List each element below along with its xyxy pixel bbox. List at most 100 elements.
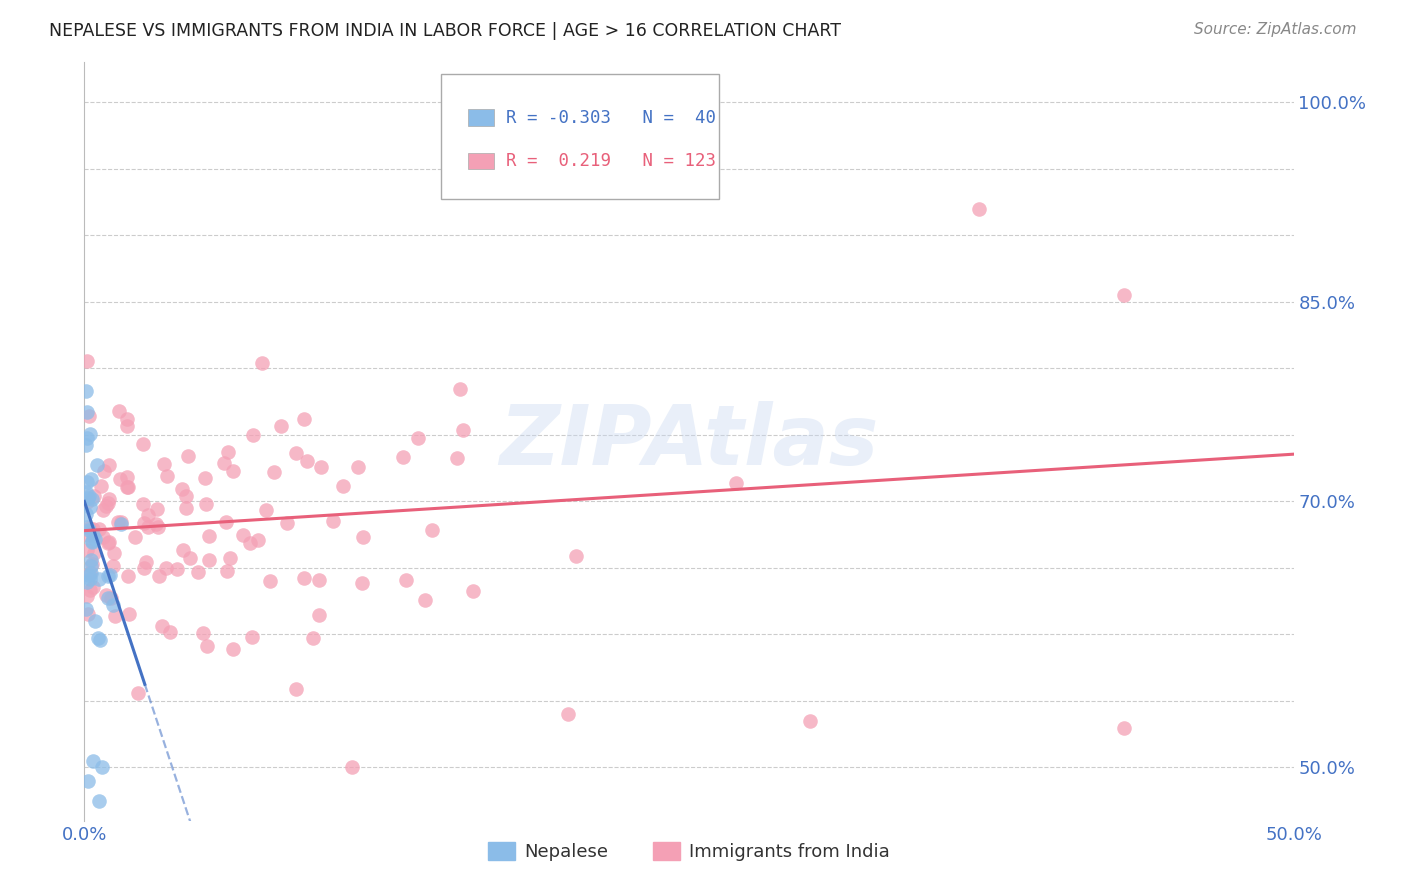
Point: [84, 532, 107, 546]
Point: [557, 707, 579, 722]
Point: [309, 460, 332, 475]
Point: [115, 412, 138, 426]
Point: [98, 567, 121, 582]
Point: [177, 450, 200, 464]
Point: [463, 584, 485, 599]
Point: [198, 529, 221, 543]
Point: [725, 475, 748, 490]
Point: [218, 550, 240, 565]
Point: [89, 522, 111, 536]
Point: [98, 535, 121, 549]
Point: [117, 480, 139, 494]
Point: [110, 516, 132, 531]
Point: [101, 558, 124, 573]
Point: [1114, 288, 1136, 302]
Point: [77, 489, 100, 503]
Point: [103, 598, 125, 612]
Text: ZIPAtlas: ZIPAtlas: [499, 401, 879, 482]
Point: [285, 445, 308, 459]
Point: [107, 515, 129, 529]
Point: [308, 574, 330, 588]
Point: [77, 523, 100, 537]
Point: [76, 495, 98, 509]
Point: [406, 431, 429, 445]
Point: [132, 516, 155, 530]
Point: [232, 528, 254, 542]
Point: [332, 479, 354, 493]
Point: [94, 588, 117, 602]
Point: [198, 552, 221, 566]
Point: [75, 602, 97, 616]
Text: R =  0.219   N = 123: R = 0.219 N = 123: [506, 152, 716, 170]
Point: [340, 760, 363, 774]
Point: [276, 516, 298, 530]
Point: [967, 202, 990, 216]
Point: [166, 561, 188, 575]
Point: [1114, 721, 1136, 735]
Point: [124, 530, 146, 544]
Point: [110, 515, 132, 529]
Point: [75, 507, 97, 521]
Point: [80, 559, 103, 574]
Legend: Nepalese, Immigrants from India: Nepalese, Immigrants from India: [481, 835, 897, 869]
Point: [76, 542, 98, 557]
Point: [194, 471, 217, 485]
Point: [76, 431, 98, 445]
Point: [215, 516, 238, 530]
Point: [89, 633, 111, 648]
Point: [246, 533, 269, 547]
Point: [84, 614, 107, 628]
Point: [174, 501, 197, 516]
Point: [174, 489, 197, 503]
Point: [97, 591, 120, 606]
Point: [135, 555, 157, 569]
Point: [239, 535, 262, 549]
Point: [451, 423, 474, 437]
Point: [395, 574, 418, 588]
Point: [75, 438, 97, 452]
Point: [79, 582, 101, 597]
Point: [217, 564, 239, 578]
Text: Source: ZipAtlas.com: Source: ZipAtlas.com: [1194, 22, 1357, 37]
Point: [80, 472, 103, 486]
Point: [80, 558, 103, 572]
Point: [77, 568, 100, 582]
Point: [446, 450, 468, 465]
Point: [80, 492, 103, 507]
Point: [352, 530, 374, 544]
Text: R = -0.303   N =  40: R = -0.303 N = 40: [506, 109, 716, 127]
Point: [108, 472, 131, 486]
Point: [77, 521, 100, 535]
Point: [94, 500, 117, 514]
Point: [270, 418, 292, 433]
Point: [145, 516, 167, 531]
Point: [103, 546, 125, 560]
Point: [197, 639, 219, 653]
Point: [222, 641, 245, 656]
Point: [87, 632, 110, 646]
Point: [77, 409, 100, 423]
Bar: [468, 153, 495, 169]
Point: [132, 561, 155, 575]
Point: [83, 489, 105, 503]
Point: [155, 561, 177, 575]
Point: [117, 480, 139, 494]
Point: [79, 566, 101, 581]
Point: [117, 469, 139, 483]
Point: [420, 523, 443, 537]
Point: [77, 773, 100, 788]
Point: [187, 566, 209, 580]
Point: [392, 450, 415, 464]
Point: [217, 445, 239, 459]
Point: [76, 475, 98, 489]
Point: [82, 580, 104, 594]
Point: [153, 458, 176, 472]
Point: [79, 566, 101, 580]
Point: [302, 631, 325, 645]
Point: [242, 428, 264, 442]
Point: [82, 754, 104, 768]
Point: [136, 508, 159, 522]
Point: [156, 469, 179, 483]
Point: [82, 528, 104, 542]
Point: [131, 497, 153, 511]
